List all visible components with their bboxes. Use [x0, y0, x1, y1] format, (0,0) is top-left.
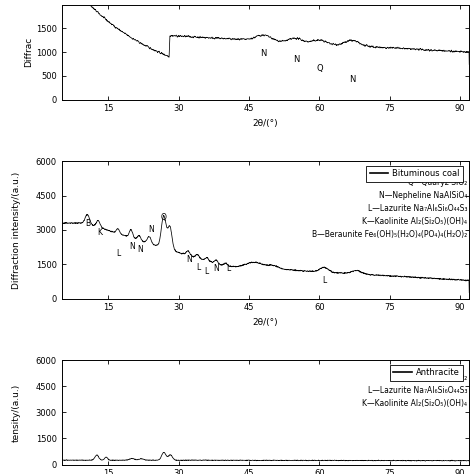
Text: L: L [117, 249, 121, 258]
Text: N: N [149, 226, 155, 235]
Text: Q: Q [316, 64, 323, 73]
Text: K: K [98, 228, 102, 237]
Text: N: N [260, 49, 266, 58]
Text: N: N [137, 245, 143, 254]
Text: L: L [322, 276, 326, 285]
Text: N: N [293, 55, 299, 64]
Y-axis label: tensity/(a.u.): tensity/(a.u.) [12, 383, 21, 441]
X-axis label: 2θ/(°): 2θ/(°) [253, 119, 278, 128]
Legend: Bituminous coal: Bituminous coal [366, 166, 463, 182]
Text: N: N [213, 264, 219, 273]
Text: Q—Quaryz SiO₂
L—Lazurite Na₇Al₆Si₆O₄₄S₃
K—Kaolinite Al₂(Si₂O₅)(OH)₄: Q—Quaryz SiO₂ L—Lazurite Na₇Al₆Si₆O₄₄S₃ … [362, 374, 467, 408]
Text: L: L [205, 267, 209, 276]
Text: N: N [129, 242, 135, 251]
Text: N: N [349, 75, 356, 84]
Text: Q: Q [161, 213, 167, 222]
Y-axis label: Diffrac: Diffrac [24, 37, 33, 67]
Text: L: L [226, 264, 230, 273]
Text: B: B [85, 219, 90, 228]
Legend: Anthracite: Anthracite [390, 365, 463, 381]
Text: L: L [196, 263, 201, 272]
Text: Q—Quaryz SiO₂
N—Nepheline NaAlSiO₄
L—Lazurite Na₇Al₆Si₆O₄₄S₃
K—Kaolinite Al₂(Si₂: Q—Quaryz SiO₂ N—Nepheline NaAlSiO₄ L—Laz… [312, 178, 467, 239]
Y-axis label: Diffraction intensity/(a.u.): Diffraction intensity/(a.u.) [12, 171, 21, 289]
X-axis label: 2θ/(°): 2θ/(°) [253, 318, 278, 327]
Text: N: N [186, 255, 192, 264]
